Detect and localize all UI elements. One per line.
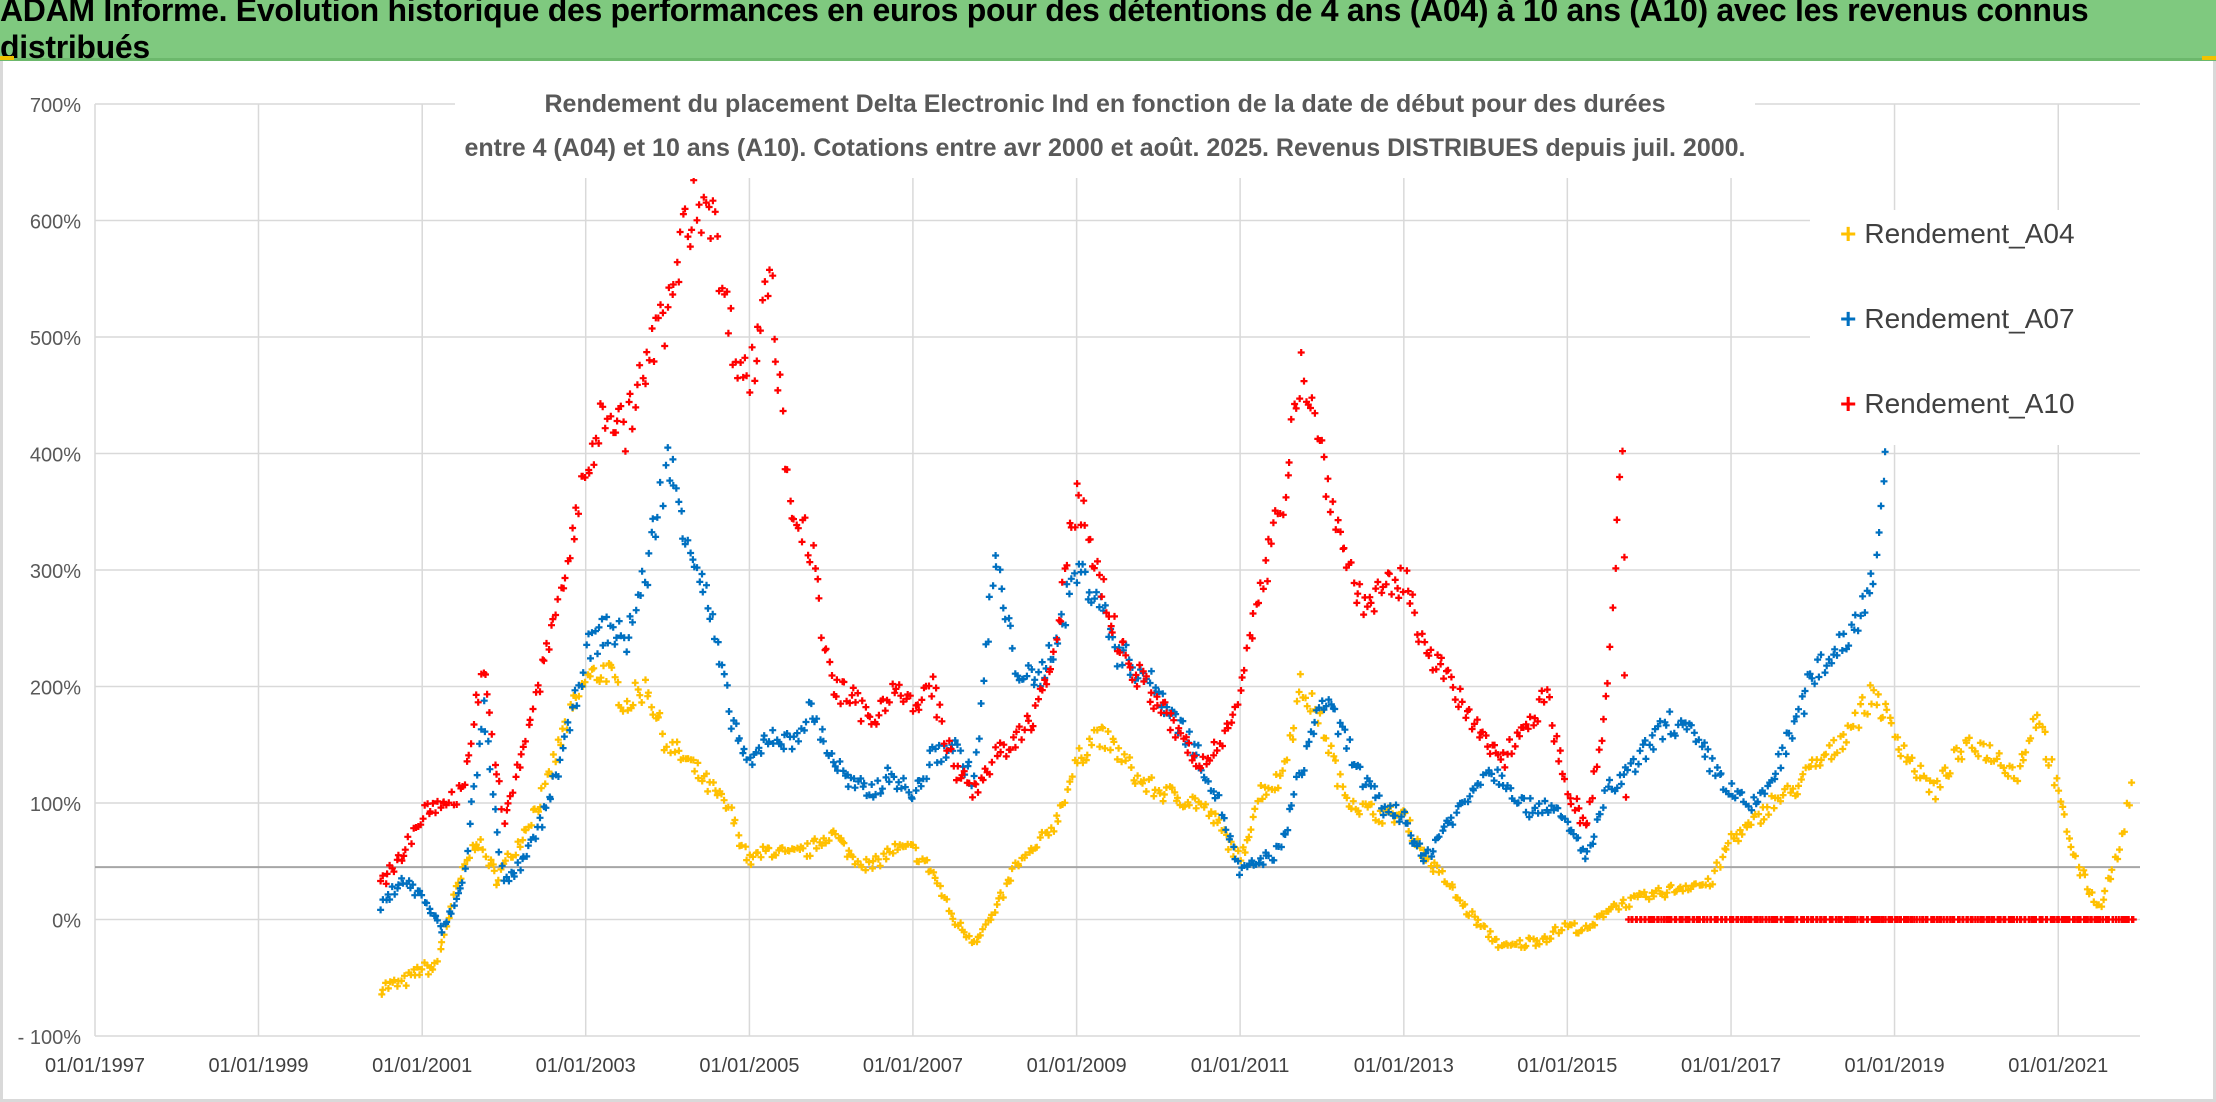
report-header: ADAM Informe. Evolution historique des p… — [0, 0, 2216, 65]
legend-label-a04: Rendement_A04 — [1864, 218, 2075, 249]
series-Rendement_A10 — [377, 176, 2137, 923]
x-tick-label: 01/01/2011 — [1191, 1055, 1290, 1077]
x-tick-label: 01/01/2015 — [1517, 1055, 1617, 1077]
y-tick-label: 100% — [30, 794, 81, 816]
chart-title-line1: Rendement du placement Delta Electronic … — [544, 90, 1666, 118]
x-tick-label: 01/01/2005 — [699, 1055, 799, 1077]
legend-label-a07: Rendement_A07 — [1864, 303, 2075, 334]
x-tick-label: 01/01/2003 — [536, 1055, 636, 1077]
x-tick-label: 01/01/1999 — [208, 1055, 308, 1077]
y-tick-label: 600% — [30, 212, 81, 234]
corner-accent-left — [0, 56, 14, 60]
y-tick-label: 200% — [30, 678, 81, 700]
report-title: ADAM Informe. Evolution historique des p… — [0, 0, 2089, 65]
x-tick-label: 01/01/2017 — [1681, 1055, 1781, 1077]
y-tick-label: 400% — [30, 445, 81, 467]
series-Rendement_A07 — [377, 444, 1889, 936]
x-tick-label: 01/01/2013 — [1354, 1055, 1454, 1077]
x-tick-label: 01/01/2007 — [863, 1055, 963, 1077]
legend-marker-a07: + — [1840, 303, 1857, 334]
legend-item-a04: + Rendement_A04 — [1840, 218, 2075, 250]
x-tick-label: 01/01/2009 — [1027, 1055, 1127, 1077]
y-tick-label: - 100% — [18, 1027, 82, 1049]
chart-title: Rendement du placement Delta Electronic … — [455, 82, 1755, 178]
corner-accent-right — [2202, 56, 2216, 60]
chart-legend: + Rendement_A04 + Rendement_A07 + Rendem… — [1810, 210, 2140, 445]
x-tick-label: 01/01/2019 — [1844, 1055, 1944, 1077]
legend-item-a07: + Rendement_A07 — [1840, 303, 2075, 335]
y-tick-label: 300% — [30, 561, 81, 583]
x-tick-label: 01/01/2001 — [372, 1055, 472, 1077]
series-markers — [377, 176, 2137, 923]
series-Rendement_A04 — [378, 660, 2136, 998]
legend-item-a10: + Rendement_A10 — [1840, 388, 2075, 420]
y-tick-label: 0% — [52, 911, 81, 933]
legend-marker-a10: + — [1840, 388, 1857, 419]
series-markers — [378, 660, 2136, 998]
chart-title-line2: entre 4 (A04) et 10 ans (A10). Cotations… — [464, 134, 1746, 162]
legend-marker-a04: + — [1840, 218, 1857, 249]
legend-label-a10: Rendement_A10 — [1864, 388, 2075, 419]
x-tick-label: 01/01/2021 — [2008, 1055, 2108, 1077]
series-markers — [377, 444, 1889, 936]
x-tick-label: 01/01/1997 — [45, 1055, 145, 1077]
y-tick-label: 500% — [30, 328, 81, 350]
y-tick-label: 700% — [30, 95, 81, 117]
